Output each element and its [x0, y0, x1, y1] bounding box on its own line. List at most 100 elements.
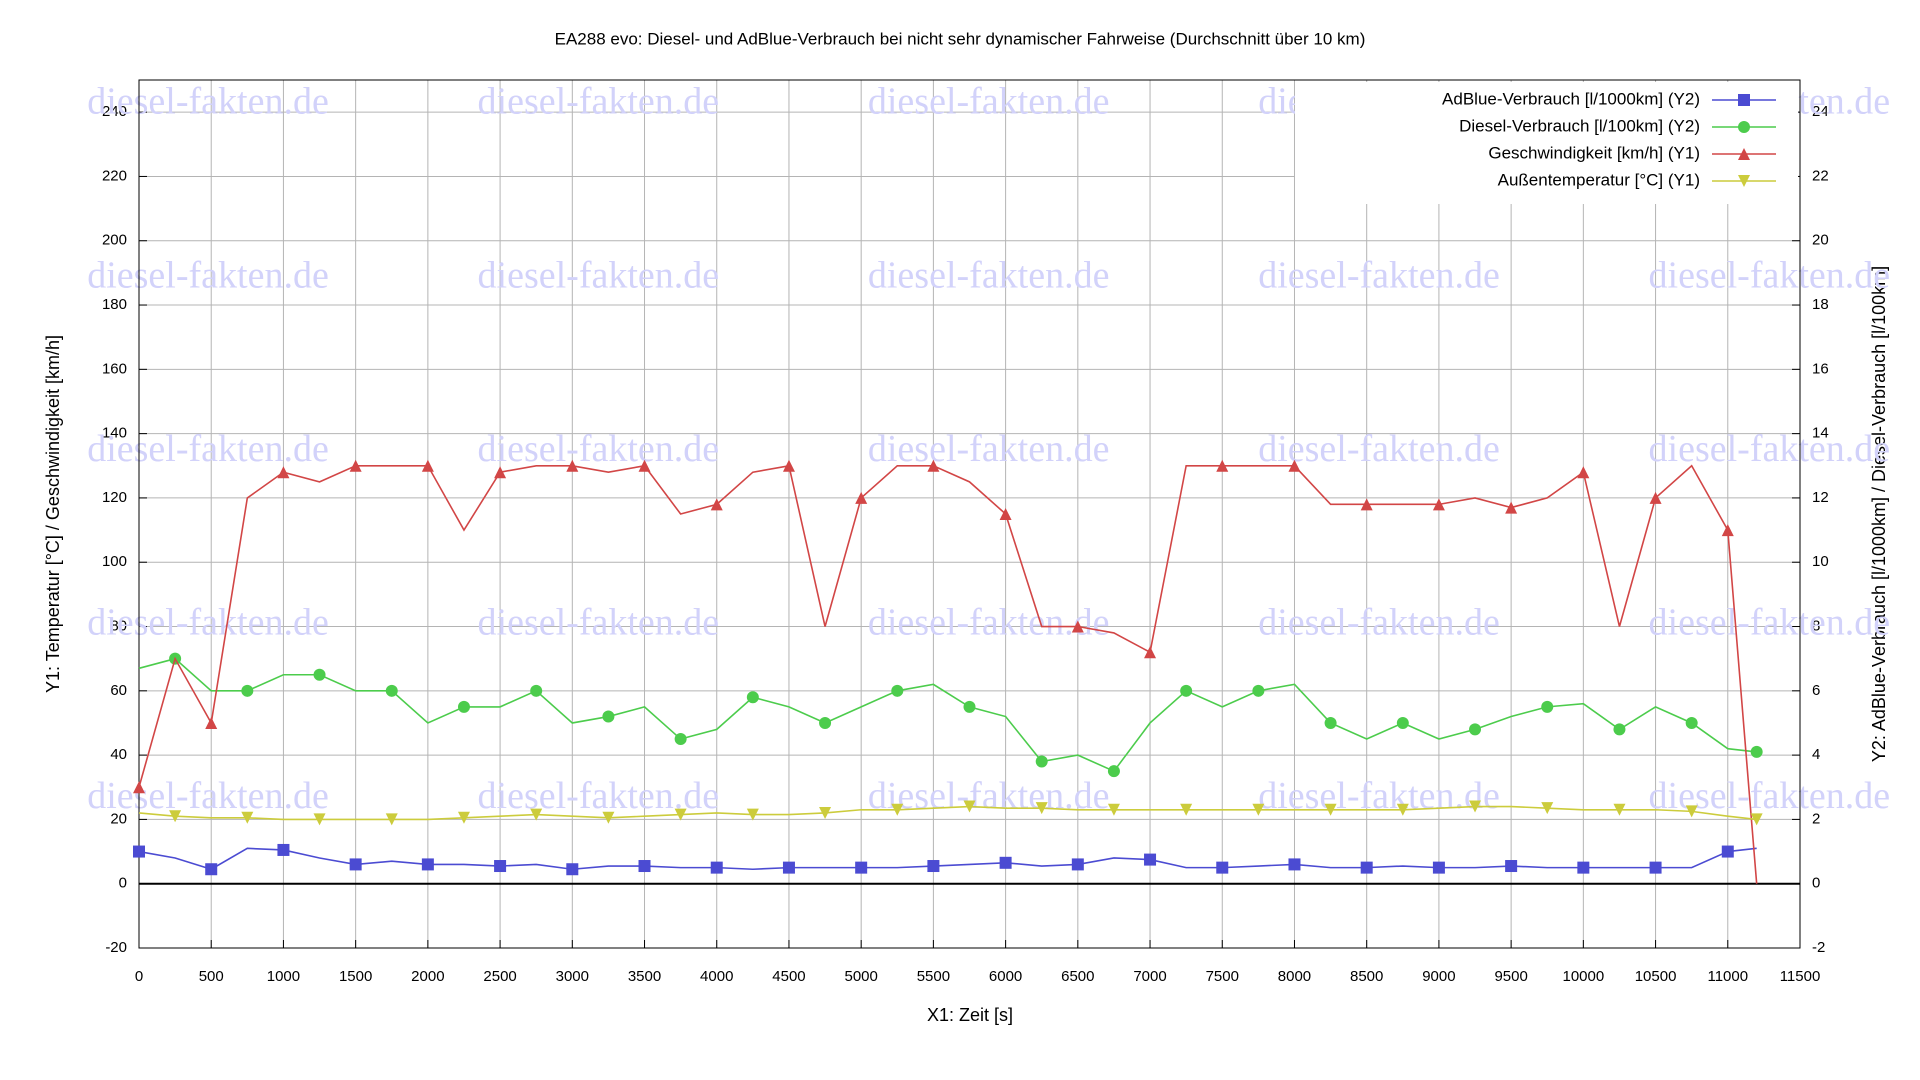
- y2-tick-label: 16: [1812, 360, 1829, 377]
- marker: [1577, 861, 1590, 874]
- marker: [927, 860, 940, 873]
- x-tick-label: 2500: [483, 968, 516, 985]
- legend-label: Geschwindigkeit [km/h] (Y1): [1488, 143, 1700, 162]
- marker: [1613, 803, 1626, 816]
- y2-tick-label: 22: [1812, 167, 1829, 184]
- y-tick-label: 0: [119, 875, 127, 892]
- marker: [999, 508, 1012, 520]
- x-tick-label: 9500: [1494, 968, 1527, 985]
- legend-box: [1295, 82, 1798, 204]
- watermark: diesel-fakten.de: [1258, 254, 1500, 296]
- marker: [241, 811, 254, 824]
- marker: [133, 781, 145, 794]
- y-tick-label: 20: [110, 810, 127, 827]
- legend-label: AdBlue-Verbrauch [l/1000km] (Y2): [1442, 89, 1700, 108]
- marker: [782, 459, 795, 472]
- marker: [1288, 858, 1301, 871]
- x-tick-label: 7000: [1133, 968, 1166, 985]
- x-tick-label: 4500: [772, 968, 805, 985]
- marker: [530, 684, 543, 697]
- marker: [566, 863, 579, 876]
- series-line: [138, 805, 1757, 821]
- marker: [1107, 803, 1120, 816]
- legend-label: Außentemperatur [°C] (Y1): [1498, 170, 1700, 189]
- watermark: diesel-fakten.de: [868, 775, 1110, 817]
- watermark: diesel-fakten.de: [1649, 428, 1891, 470]
- y-tick-label: 140: [102, 425, 127, 442]
- marker: [674, 733, 687, 746]
- marker: [1649, 491, 1662, 504]
- watermark: diesel-fakten.de: [87, 775, 329, 817]
- marker: [1541, 700, 1554, 713]
- series-line: [138, 657, 1757, 773]
- marker: [891, 684, 904, 697]
- marker: [819, 806, 832, 819]
- x-tick-label: 5000: [844, 968, 877, 985]
- marker: [746, 691, 759, 704]
- marker: [1216, 861, 1229, 874]
- marker: [530, 808, 543, 821]
- marker: [1750, 813, 1763, 826]
- legend-marker: [1738, 175, 1750, 187]
- marker: [963, 700, 976, 713]
- y2-tick-label: 2: [1812, 810, 1820, 827]
- marker: [602, 710, 615, 723]
- marker: [494, 466, 507, 479]
- x-tick-label: 1000: [267, 968, 300, 985]
- marker: [1469, 723, 1482, 736]
- x-axis-label: X1: Zeit [s]: [927, 1005, 1013, 1025]
- chart-title: EA288 evo: Diesel- und AdBlue-Verbrauch …: [555, 29, 1366, 48]
- marker: [1180, 803, 1193, 816]
- plot-frame: [138, 79, 1801, 949]
- series-line: [138, 464, 1758, 884]
- marker: [1144, 646, 1157, 659]
- marker: [710, 498, 723, 511]
- marker: [638, 860, 651, 873]
- marker: [602, 811, 615, 824]
- marker: [1613, 723, 1626, 736]
- y2-tick-label: 12: [1812, 489, 1829, 506]
- x-tick-label: 3500: [628, 968, 661, 985]
- watermark: diesel-fakten.de: [478, 602, 720, 644]
- x-tick-label: 8500: [1350, 968, 1383, 985]
- x-tick-label: 5500: [917, 968, 950, 985]
- marker: [819, 716, 832, 729]
- marker: [205, 863, 218, 876]
- marker: [1432, 861, 1445, 874]
- marker: [385, 813, 398, 826]
- watermark: diesel-fakten.de: [1649, 602, 1891, 644]
- marker: [855, 491, 868, 504]
- x-tick-label: 1500: [339, 968, 372, 985]
- marker: [169, 810, 182, 823]
- legend-label: Diesel-Verbrauch [l/100km] (Y2): [1459, 116, 1700, 135]
- marker: [1107, 765, 1120, 778]
- marker: [1180, 684, 1193, 697]
- marker: [1324, 716, 1337, 729]
- marker: [313, 668, 326, 681]
- marker: [457, 811, 470, 824]
- marker: [1577, 466, 1590, 479]
- watermark: diesel-fakten.de: [87, 428, 329, 470]
- marker: [1505, 501, 1518, 514]
- watermark: diesel-fakten.de: [1258, 602, 1500, 644]
- x-tick-label: 6500: [1061, 968, 1094, 985]
- y-tick-label: 240: [102, 103, 127, 120]
- y-tick-label: -20: [105, 939, 127, 956]
- y2-axis-label: Y2: AdBlue-Verbrauch [l/1000km] / Diesel…: [1869, 266, 1889, 762]
- marker: [133, 845, 145, 858]
- marker: [855, 861, 868, 874]
- watermark: diesel-fakten.de: [87, 254, 329, 296]
- x-tick-label: 3000: [556, 968, 589, 985]
- marker: [1252, 803, 1265, 816]
- series-line: [138, 847, 1757, 871]
- marker: [1360, 498, 1373, 511]
- watermark: diesel-fakten.de: [868, 81, 1110, 123]
- y2-tick-label: 0: [1812, 875, 1820, 892]
- marker: [1396, 803, 1409, 816]
- marker: [1360, 861, 1373, 874]
- marker: [999, 856, 1012, 869]
- marker: [277, 843, 290, 856]
- x-tick-label: 500: [199, 968, 224, 985]
- marker: [1721, 524, 1734, 537]
